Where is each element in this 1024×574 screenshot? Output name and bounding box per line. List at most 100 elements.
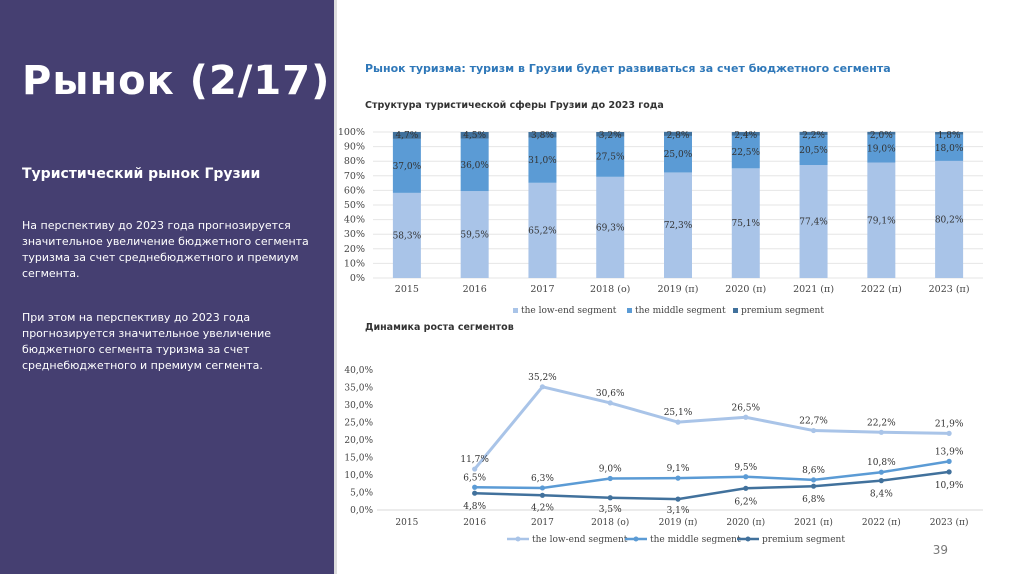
data-label: 80,2%	[935, 215, 964, 225]
slide-subtitle: Туристический рынок Грузии	[22, 166, 261, 182]
data-label: 36,0%	[460, 161, 489, 171]
data-point	[675, 419, 681, 425]
data-point	[946, 469, 952, 475]
x-tick-label: 2020 (п)	[725, 284, 766, 295]
legend-swatch	[513, 308, 518, 313]
series-line	[474, 470, 950, 501]
data-label: 25,1%	[664, 408, 693, 418]
data-label: 4,5%	[463, 131, 486, 141]
data-label: 69,3%	[596, 223, 625, 233]
data-point	[472, 466, 478, 472]
slide-title: Рынок (2/17)	[22, 58, 331, 104]
data-label: 3,8%	[531, 131, 554, 141]
data-label: 1,8%	[938, 131, 961, 141]
data-point	[675, 496, 681, 502]
y-tick-label: 40,0%	[344, 366, 373, 376]
y-tick-label: 20%	[344, 244, 365, 255]
data-label: 26,5%	[731, 403, 760, 413]
data-point	[878, 478, 884, 484]
paragraph-2: При этом на перспективу до 2023 года про…	[22, 311, 272, 372]
bar-segment	[528, 182, 557, 278]
data-label: 19,0%	[867, 145, 896, 155]
y-tick-label: 40%	[344, 215, 365, 226]
y-tick-label: 90%	[344, 142, 365, 153]
data-label: 21,9%	[935, 419, 964, 429]
x-tick-label: 2021 (п)	[793, 284, 834, 295]
data-label: 2,8%	[667, 131, 690, 141]
data-label: 2,0%	[870, 131, 893, 141]
x-tick-label: 2019 (п)	[659, 517, 698, 528]
data-point	[607, 400, 613, 406]
bar-segment	[460, 138, 489, 192]
data-label: 11,7%	[460, 455, 489, 465]
data-label: 9,1%	[667, 464, 690, 474]
bar-segment	[664, 131, 692, 136]
data-label: 30,6%	[596, 389, 625, 399]
y-tick-label: 80%	[344, 156, 365, 167]
series-line	[473, 385, 950, 471]
y-tick-label: 0,0%	[350, 506, 373, 516]
x-tick-label: 2022 (п)	[861, 284, 902, 295]
bar-segment	[867, 131, 896, 135]
x-tick-label: 2018 (о)	[590, 284, 630, 295]
x-tick-label: 2020 (п)	[726, 517, 765, 528]
data-point	[675, 475, 681, 481]
bar-segment	[664, 172, 692, 278]
data-point	[472, 490, 478, 496]
y-tick-label: 30%	[344, 229, 365, 240]
page-number: 39	[932, 543, 948, 557]
x-tick-label: 2017	[530, 284, 554, 295]
legend-marker	[745, 536, 751, 542]
data-point	[539, 492, 546, 498]
x-tick-label: 2019 (п)	[658, 284, 699, 295]
bar-segment	[867, 134, 896, 163]
y-tick-label: 25,0%	[344, 419, 373, 429]
y-tick-label: 35,0%	[344, 384, 373, 394]
x-tick-label: 2022 (п)	[862, 517, 901, 528]
y-tick-label: 50%	[344, 200, 365, 211]
data-point	[743, 414, 749, 420]
data-label: 20,5%	[799, 146, 828, 156]
data-label: 22,5%	[731, 148, 760, 158]
y-tick-label: 10,0%	[344, 471, 373, 481]
x-tick-label: 2016	[463, 518, 486, 528]
y-tick-label: 15,0%	[344, 454, 373, 464]
bar-segment	[596, 132, 625, 137]
data-point	[946, 458, 952, 464]
data-point	[946, 430, 952, 436]
bar-segment	[731, 168, 760, 278]
panel-divider	[334, 0, 337, 574]
data-point	[810, 483, 817, 489]
legend-swatch	[733, 308, 738, 313]
data-point	[743, 474, 749, 480]
data-point	[743, 485, 749, 491]
data-point	[607, 475, 613, 482]
data-label: 4,8%	[463, 502, 486, 512]
data-label: 77,4%	[799, 217, 828, 227]
data-label: 10,9%	[935, 481, 964, 491]
bar-segment	[596, 176, 625, 278]
data-label: 22,7%	[799, 417, 828, 427]
bar-segment	[731, 132, 760, 136]
bar-segment	[799, 131, 828, 136]
bar-segment	[392, 132, 421, 139]
x-tick-label: 2018 (о)	[591, 517, 629, 528]
data-label: 65,2%	[528, 226, 557, 236]
data-label: 58,3%	[393, 231, 422, 241]
bar-segment	[528, 137, 557, 183]
bar-segment	[935, 160, 964, 278]
line-chart-title: Динамика роста сегментов	[365, 322, 514, 333]
left-panel	[0, 0, 334, 574]
data-label: 3,2%	[599, 131, 622, 141]
bar-segment	[460, 132, 489, 139]
bar-segment	[596, 136, 625, 177]
legend-label: premium segment	[741, 306, 824, 316]
x-tick-label: 2016	[463, 284, 487, 295]
bar-segment	[935, 134, 964, 161]
data-label: 9,5%	[734, 463, 757, 473]
data-label: 3,1%	[667, 506, 690, 516]
data-label: 3,5%	[599, 505, 622, 515]
data-label: 6,8%	[802, 495, 825, 505]
legend-label: the middle segment	[635, 306, 726, 316]
x-tick-label: 2015	[395, 518, 418, 528]
